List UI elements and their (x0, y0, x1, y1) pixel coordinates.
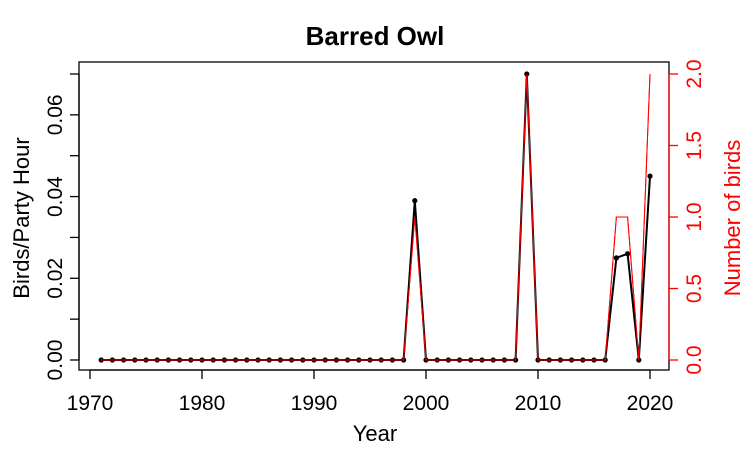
y-axis-label: Birds/Party Hour (9, 137, 34, 298)
y2-tick-label: 1.5 (683, 131, 706, 160)
y-tick-label: 0.02 (44, 258, 67, 299)
y-tick-label: 0.00 (44, 340, 67, 381)
number-of-birds-line (101, 73, 651, 361)
birds-per-party-hour-line (101, 73, 651, 361)
y2-axis: 0.0 0.5 1.0 1.5 2.0 (668, 59, 706, 375)
y2-tick-label: 2.0 (683, 59, 706, 88)
y2-axis-label: Number of birds (720, 140, 745, 297)
x-tick-label: 2010 (515, 392, 562, 415)
x-tick-label: 1990 (291, 392, 338, 415)
number-of-birds-line-overlay (101, 73, 651, 361)
x-axis-label: Year (353, 421, 397, 446)
data-point (412, 198, 418, 204)
y-tick-label: 0.06 (44, 94, 67, 135)
data-point (613, 255, 620, 261)
x-tick-label: 2000 (403, 392, 450, 415)
y2-tick-label: 0.0 (683, 345, 706, 374)
chart-title: Barred Owl (306, 21, 445, 51)
x-tick-label: 2020 (627, 392, 674, 415)
x-tick-label: 1980 (179, 392, 226, 415)
y-axis: 0.00 0.02 0.04 0.06 (44, 73, 80, 381)
data-point (647, 173, 653, 179)
y-tick-label: 0.04 (44, 176, 67, 217)
x-tick-label: 1970 (67, 392, 114, 415)
y2-tick-label: 0.5 (683, 274, 706, 303)
series-layer (98, 71, 653, 363)
x-axis: 1970 1980 1990 2000 2010 2020 (67, 369, 674, 415)
data-point (625, 251, 631, 257)
y2-tick-label: 1.0 (683, 202, 706, 231)
plot-area-frame (78, 61, 670, 371)
